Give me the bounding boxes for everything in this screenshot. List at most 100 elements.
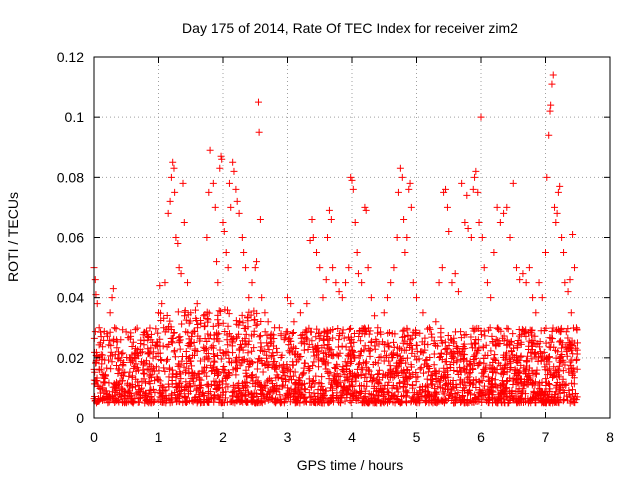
data-point: [182, 378, 190, 386]
data-point: [496, 218, 504, 226]
data-point: [215, 330, 223, 338]
data-point: [484, 385, 492, 393]
data-point: [432, 318, 440, 326]
data-point: [400, 377, 408, 385]
data-point: [291, 389, 299, 397]
data-point: [444, 395, 452, 403]
data-point: [190, 327, 198, 335]
data-point: [559, 397, 567, 405]
data-point: [121, 368, 129, 376]
data-point: [253, 392, 261, 400]
data-point: [567, 309, 575, 317]
data-point: [181, 312, 189, 320]
data-point: [492, 335, 500, 343]
data-point: [313, 325, 321, 333]
data-point: [538, 294, 546, 302]
data-point: [247, 311, 255, 319]
data-point: [370, 382, 378, 390]
data-point: [232, 317, 240, 325]
data-point: [541, 390, 549, 398]
data-point: [329, 264, 337, 272]
data-point: [437, 353, 445, 361]
data-point: [486, 376, 494, 384]
data-point: [314, 386, 322, 394]
data-point: [200, 312, 208, 320]
y-tick-label: 0.02: [57, 350, 84, 366]
data-point: [233, 197, 241, 205]
data-point: [366, 352, 374, 360]
data-point: [160, 324, 168, 332]
data-point: [330, 371, 338, 379]
data-point: [472, 384, 480, 392]
data-point: [488, 375, 496, 383]
data-point: [517, 353, 525, 361]
data-point: [407, 398, 415, 406]
data-point: [494, 391, 502, 399]
data-point: [498, 390, 506, 398]
data-point: [343, 362, 351, 370]
data-point: [466, 387, 474, 395]
data-point: [227, 333, 235, 341]
data-point: [394, 363, 402, 371]
data-point: [371, 312, 379, 320]
data-point: [554, 188, 562, 196]
data-point: [144, 345, 152, 353]
data-point: [416, 329, 424, 337]
data-point: [300, 369, 308, 377]
data-point: [151, 342, 159, 350]
data-point: [340, 367, 348, 375]
data-point: [480, 354, 488, 362]
data-point: [271, 324, 279, 332]
data-point: [325, 351, 333, 359]
data-point: [396, 164, 404, 172]
data-point: [459, 355, 467, 363]
data-point: [335, 336, 343, 344]
data-point: [265, 346, 273, 354]
data-point: [481, 382, 489, 390]
data-point: [122, 328, 130, 336]
data-point: [256, 215, 264, 223]
data-point: [300, 394, 308, 402]
data-point: [252, 321, 260, 329]
data-point: [171, 353, 179, 361]
data-point: [485, 377, 493, 385]
data-point: [458, 393, 466, 401]
data-point: [209, 366, 217, 374]
data-point: [506, 234, 514, 241]
data-point: [478, 234, 486, 241]
data-point: [515, 332, 523, 340]
data-point: [115, 380, 123, 388]
data-point: [536, 385, 544, 393]
data-point: [346, 383, 354, 391]
data-point: [510, 344, 518, 352]
data-point: [472, 167, 480, 175]
data-point: [519, 270, 527, 278]
data-point: [353, 249, 361, 257]
data-point: [129, 372, 137, 380]
data-point: [347, 351, 355, 359]
data-point: [432, 367, 440, 375]
data-point: [343, 394, 351, 402]
data-point: [253, 399, 261, 407]
data-point: [160, 395, 168, 403]
data-point: [362, 327, 370, 335]
data-point: [359, 398, 367, 406]
data-point: [204, 355, 212, 363]
data-point: [307, 383, 315, 391]
data-point: [272, 388, 280, 396]
x-tick-label: 7: [542, 429, 550, 445]
data-point: [369, 361, 377, 369]
data-point: [448, 396, 456, 404]
data-point: [406, 179, 414, 187]
data-point: [497, 394, 505, 402]
data-point: [505, 340, 513, 348]
data-point: [454, 288, 462, 296]
data-point: [535, 279, 543, 287]
data-point: [135, 386, 143, 394]
data-point: [164, 209, 172, 217]
data-point: [523, 380, 531, 388]
data-point: [176, 361, 184, 369]
data-point: [384, 339, 392, 347]
data-point: [457, 399, 465, 407]
data-point: [100, 378, 108, 386]
